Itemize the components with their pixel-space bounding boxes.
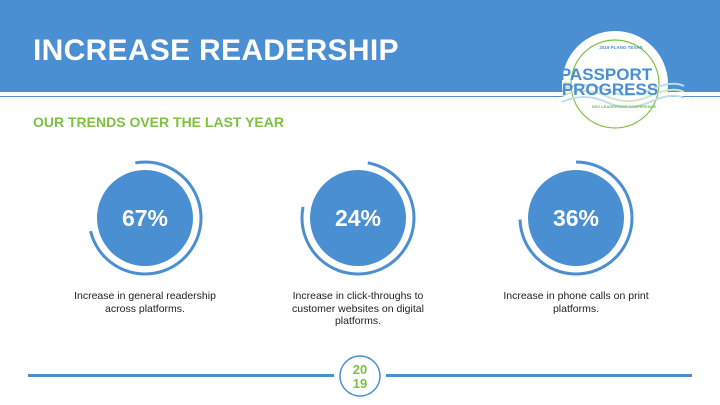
logo-top-text: 2019 PLANO TEXAS: [599, 45, 642, 50]
stat-card: 24% Increase in click-throughs to custom…: [268, 158, 448, 328]
page-title: INCREASE READERSHIP: [33, 34, 399, 67]
stat-caption: Increase in general readership across pl…: [74, 290, 216, 315]
stat-value: 36%: [552, 205, 600, 231]
footer-divider-left: [28, 374, 334, 377]
stat-value: 67%: [121, 205, 169, 231]
logo-connector: to: [564, 80, 570, 88]
stat-caption: Increase in click-throughs to customer w…: [292, 290, 424, 327]
stat-value: 24%: [334, 205, 382, 231]
passport-to-progress-logo: 2019 PLANO TEXAS PASSPORT to PROGRESS SE…: [544, 28, 686, 140]
stat-ring: 36%: [516, 158, 636, 278]
stat-caption: Increase in phone calls on print platfor…: [503, 290, 649, 315]
year-top: 20: [352, 362, 368, 377]
logo-line1: PASSPORT: [560, 65, 653, 84]
year-badge: 20 19: [338, 354, 382, 398]
stat-ring: 67%: [85, 158, 205, 278]
stat-card: 36% Increase in phone calls on print pla…: [486, 158, 666, 315]
footer-divider-right: [386, 374, 692, 377]
year-bottom: 19: [352, 376, 368, 391]
stat-ring: 24%: [298, 158, 418, 278]
logo-line2: PROGRESS: [562, 80, 658, 99]
section-subtitle: OUR TRENDS OVER THE LAST YEAR: [33, 114, 284, 130]
stat-card: 67% Increase in general readership acros…: [55, 158, 235, 315]
logo-bottom-text: SEO LEADERSHIP CONFERENCE: [592, 104, 657, 109]
